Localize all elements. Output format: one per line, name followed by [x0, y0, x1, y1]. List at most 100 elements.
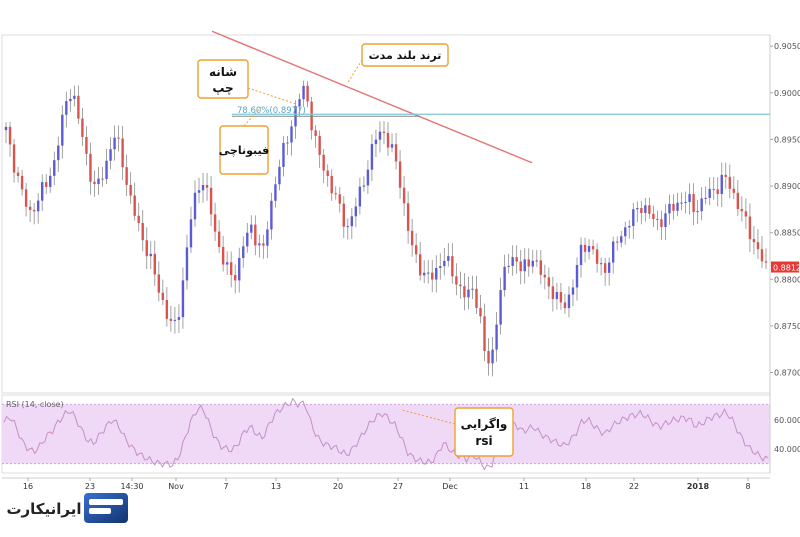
candle-body [306, 85, 309, 102]
candle-body [217, 231, 221, 248]
candle-body [189, 219, 193, 248]
candle-body [624, 227, 627, 237]
candle-body [165, 299, 169, 319]
candle-body [672, 203, 675, 211]
candle-body [451, 256, 454, 277]
candle-body [748, 216, 752, 240]
candle-body [181, 280, 185, 318]
candle-body [591, 246, 595, 250]
candle-body [161, 292, 165, 300]
candle-body [744, 211, 748, 217]
candle-body [628, 226, 631, 228]
candle-body [234, 274, 237, 281]
divergence-callout-box [454, 407, 514, 457]
shoulder-callout-line1: شانه [209, 65, 237, 79]
time-tick-label: 18 [581, 482, 591, 491]
time-tick-label: Nov [168, 482, 184, 491]
candle-body [193, 192, 197, 220]
candle-body [258, 243, 261, 246]
rsi-line [3, 397, 769, 471]
candle-body [89, 153, 92, 182]
candle-body [242, 246, 245, 258]
candle-body [599, 263, 603, 265]
time-tick-label: 7 [223, 482, 228, 491]
candle-body [660, 219, 663, 227]
candle-body [499, 290, 502, 325]
candle-body [559, 292, 563, 303]
time-tick-label: 16 [23, 482, 33, 491]
candle-body [539, 260, 543, 275]
candle-body [8, 126, 12, 145]
candle-body [12, 144, 16, 173]
candle-body [374, 139, 378, 145]
candle-body [65, 101, 68, 115]
candle-body [141, 223, 144, 241]
long-term-trendline [211, 30, 533, 164]
candle-body [61, 114, 64, 146]
iranicard-logo: ایرانیکارت [6, 493, 128, 523]
candle-body [36, 200, 40, 212]
time-tick-label: 27 [393, 482, 403, 491]
candle-body [455, 276, 458, 285]
candle-body [28, 206, 32, 210]
candle-body [406, 203, 410, 231]
candle-body [282, 143, 285, 167]
candle-body [740, 209, 744, 212]
candle-body [736, 192, 740, 210]
candle-body [575, 265, 579, 288]
candle-body [571, 287, 575, 295]
candle-body [732, 188, 736, 193]
candle-body [173, 319, 177, 321]
candle-body [676, 202, 679, 211]
candle-body [302, 85, 305, 100]
candle-body [656, 218, 659, 220]
candle-body [105, 160, 108, 179]
candle-body [153, 253, 156, 275]
candle-body [250, 224, 253, 233]
candle-body [680, 202, 683, 204]
candle-body [117, 137, 120, 139]
candle-body [764, 261, 768, 263]
candle-body [459, 284, 462, 287]
time-tick-label: 8 [745, 482, 750, 491]
time-tick-label: 13 [271, 482, 281, 491]
candle-body [209, 187, 213, 215]
candle-body [760, 249, 764, 262]
candle-body [326, 170, 329, 177]
time-tick-label: 14:30 [120, 482, 143, 491]
candle-body [507, 265, 510, 267]
candle-body [20, 175, 24, 190]
candle-body [427, 272, 430, 274]
shoulder-callout-line2: چپ [212, 81, 233, 95]
candle-body [483, 316, 486, 351]
candle-body [418, 254, 422, 276]
candle-body [616, 241, 619, 243]
candle-body [696, 211, 699, 213]
candle-body [101, 178, 104, 180]
candle-body [221, 247, 225, 265]
candle-body [475, 288, 478, 308]
candle-body [45, 182, 48, 187]
candle-body [648, 205, 651, 214]
candle-body [410, 230, 414, 246]
candle-body [24, 189, 28, 207]
candle-body [354, 206, 358, 217]
divergence-callout-connector [401, 409, 456, 425]
time-tick-label: 11 [519, 482, 529, 491]
candle-body [298, 99, 301, 107]
divergence-callout-line1: واگرایی [461, 417, 508, 432]
candle-body [109, 149, 112, 161]
candle-body [53, 160, 56, 176]
candle-body [587, 246, 591, 252]
candle-body [225, 262, 229, 265]
time-tick-label: Dec [442, 482, 457, 491]
candle-body [93, 181, 96, 185]
candle-body [479, 307, 482, 317]
candle-body [567, 294, 571, 309]
candle-body [41, 182, 44, 201]
